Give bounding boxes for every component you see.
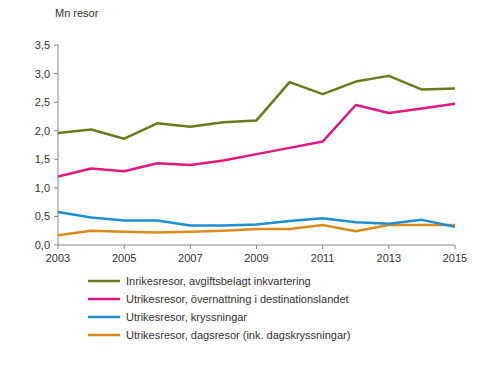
legend-swatch bbox=[88, 298, 120, 301]
legend-swatch bbox=[88, 334, 120, 337]
x-tick-label: 2007 bbox=[178, 252, 202, 264]
y-tick-label: 1,0 bbox=[35, 182, 50, 194]
x-tick-label: 2015 bbox=[443, 252, 467, 264]
x-tick bbox=[190, 245, 191, 249]
chart: Mn resor 0,0 0,5 1,0 1,5 2,0 2,5 3,0 3,5 2003 2005… bbox=[0, 0, 489, 371]
y-tick-label: 2,0 bbox=[35, 125, 50, 137]
x-tick bbox=[455, 245, 456, 249]
y-tick bbox=[54, 73, 58, 74]
x-tick-label: 2003 bbox=[46, 252, 70, 264]
x-tick-label: 2013 bbox=[377, 252, 401, 264]
y-tick-label: 3,5 bbox=[35, 39, 50, 51]
x-tick bbox=[388, 245, 389, 249]
y-tick bbox=[54, 245, 58, 246]
legend-swatch bbox=[88, 280, 120, 283]
y-tick-label: 2,5 bbox=[35, 96, 50, 108]
y-tick-label: 0,0 bbox=[35, 239, 50, 251]
x-tick bbox=[322, 245, 323, 249]
y-tick bbox=[54, 216, 58, 217]
y-tick-label: 1,5 bbox=[35, 153, 50, 165]
y-tick-label: 0,5 bbox=[35, 210, 50, 222]
x-tick bbox=[256, 245, 257, 249]
legend-label: Utrikesresor, dagsresor (ink. dagskryssn… bbox=[126, 329, 350, 341]
y-axis-label: Mn resor bbox=[55, 7, 99, 19]
y-axis-line bbox=[58, 45, 59, 245]
x-tick bbox=[58, 245, 59, 249]
legend-label: Utrikesresor, övernattning i destination… bbox=[126, 293, 349, 305]
y-tick bbox=[54, 102, 58, 103]
x-tick-label: 2005 bbox=[112, 252, 136, 264]
series-line bbox=[58, 76, 455, 139]
y-tick bbox=[54, 45, 58, 46]
x-tick-label: 2009 bbox=[244, 252, 268, 264]
plot-area bbox=[58, 76, 455, 235]
series-line bbox=[58, 225, 455, 235]
legend-swatch bbox=[88, 316, 120, 319]
series-line bbox=[58, 212, 455, 227]
x-tick-label: 2011 bbox=[311, 252, 335, 264]
y-tick-label: 3,0 bbox=[35, 68, 50, 80]
legend-label: Utrikesresor, kryssningar bbox=[126, 311, 247, 323]
series-line bbox=[58, 104, 455, 177]
y-tick bbox=[54, 187, 58, 188]
y-tick bbox=[54, 130, 58, 131]
legend-label: Inrikesresor, avgiftsbelagt inkvartering bbox=[126, 275, 311, 287]
x-tick bbox=[124, 245, 125, 249]
y-tick bbox=[54, 159, 58, 160]
